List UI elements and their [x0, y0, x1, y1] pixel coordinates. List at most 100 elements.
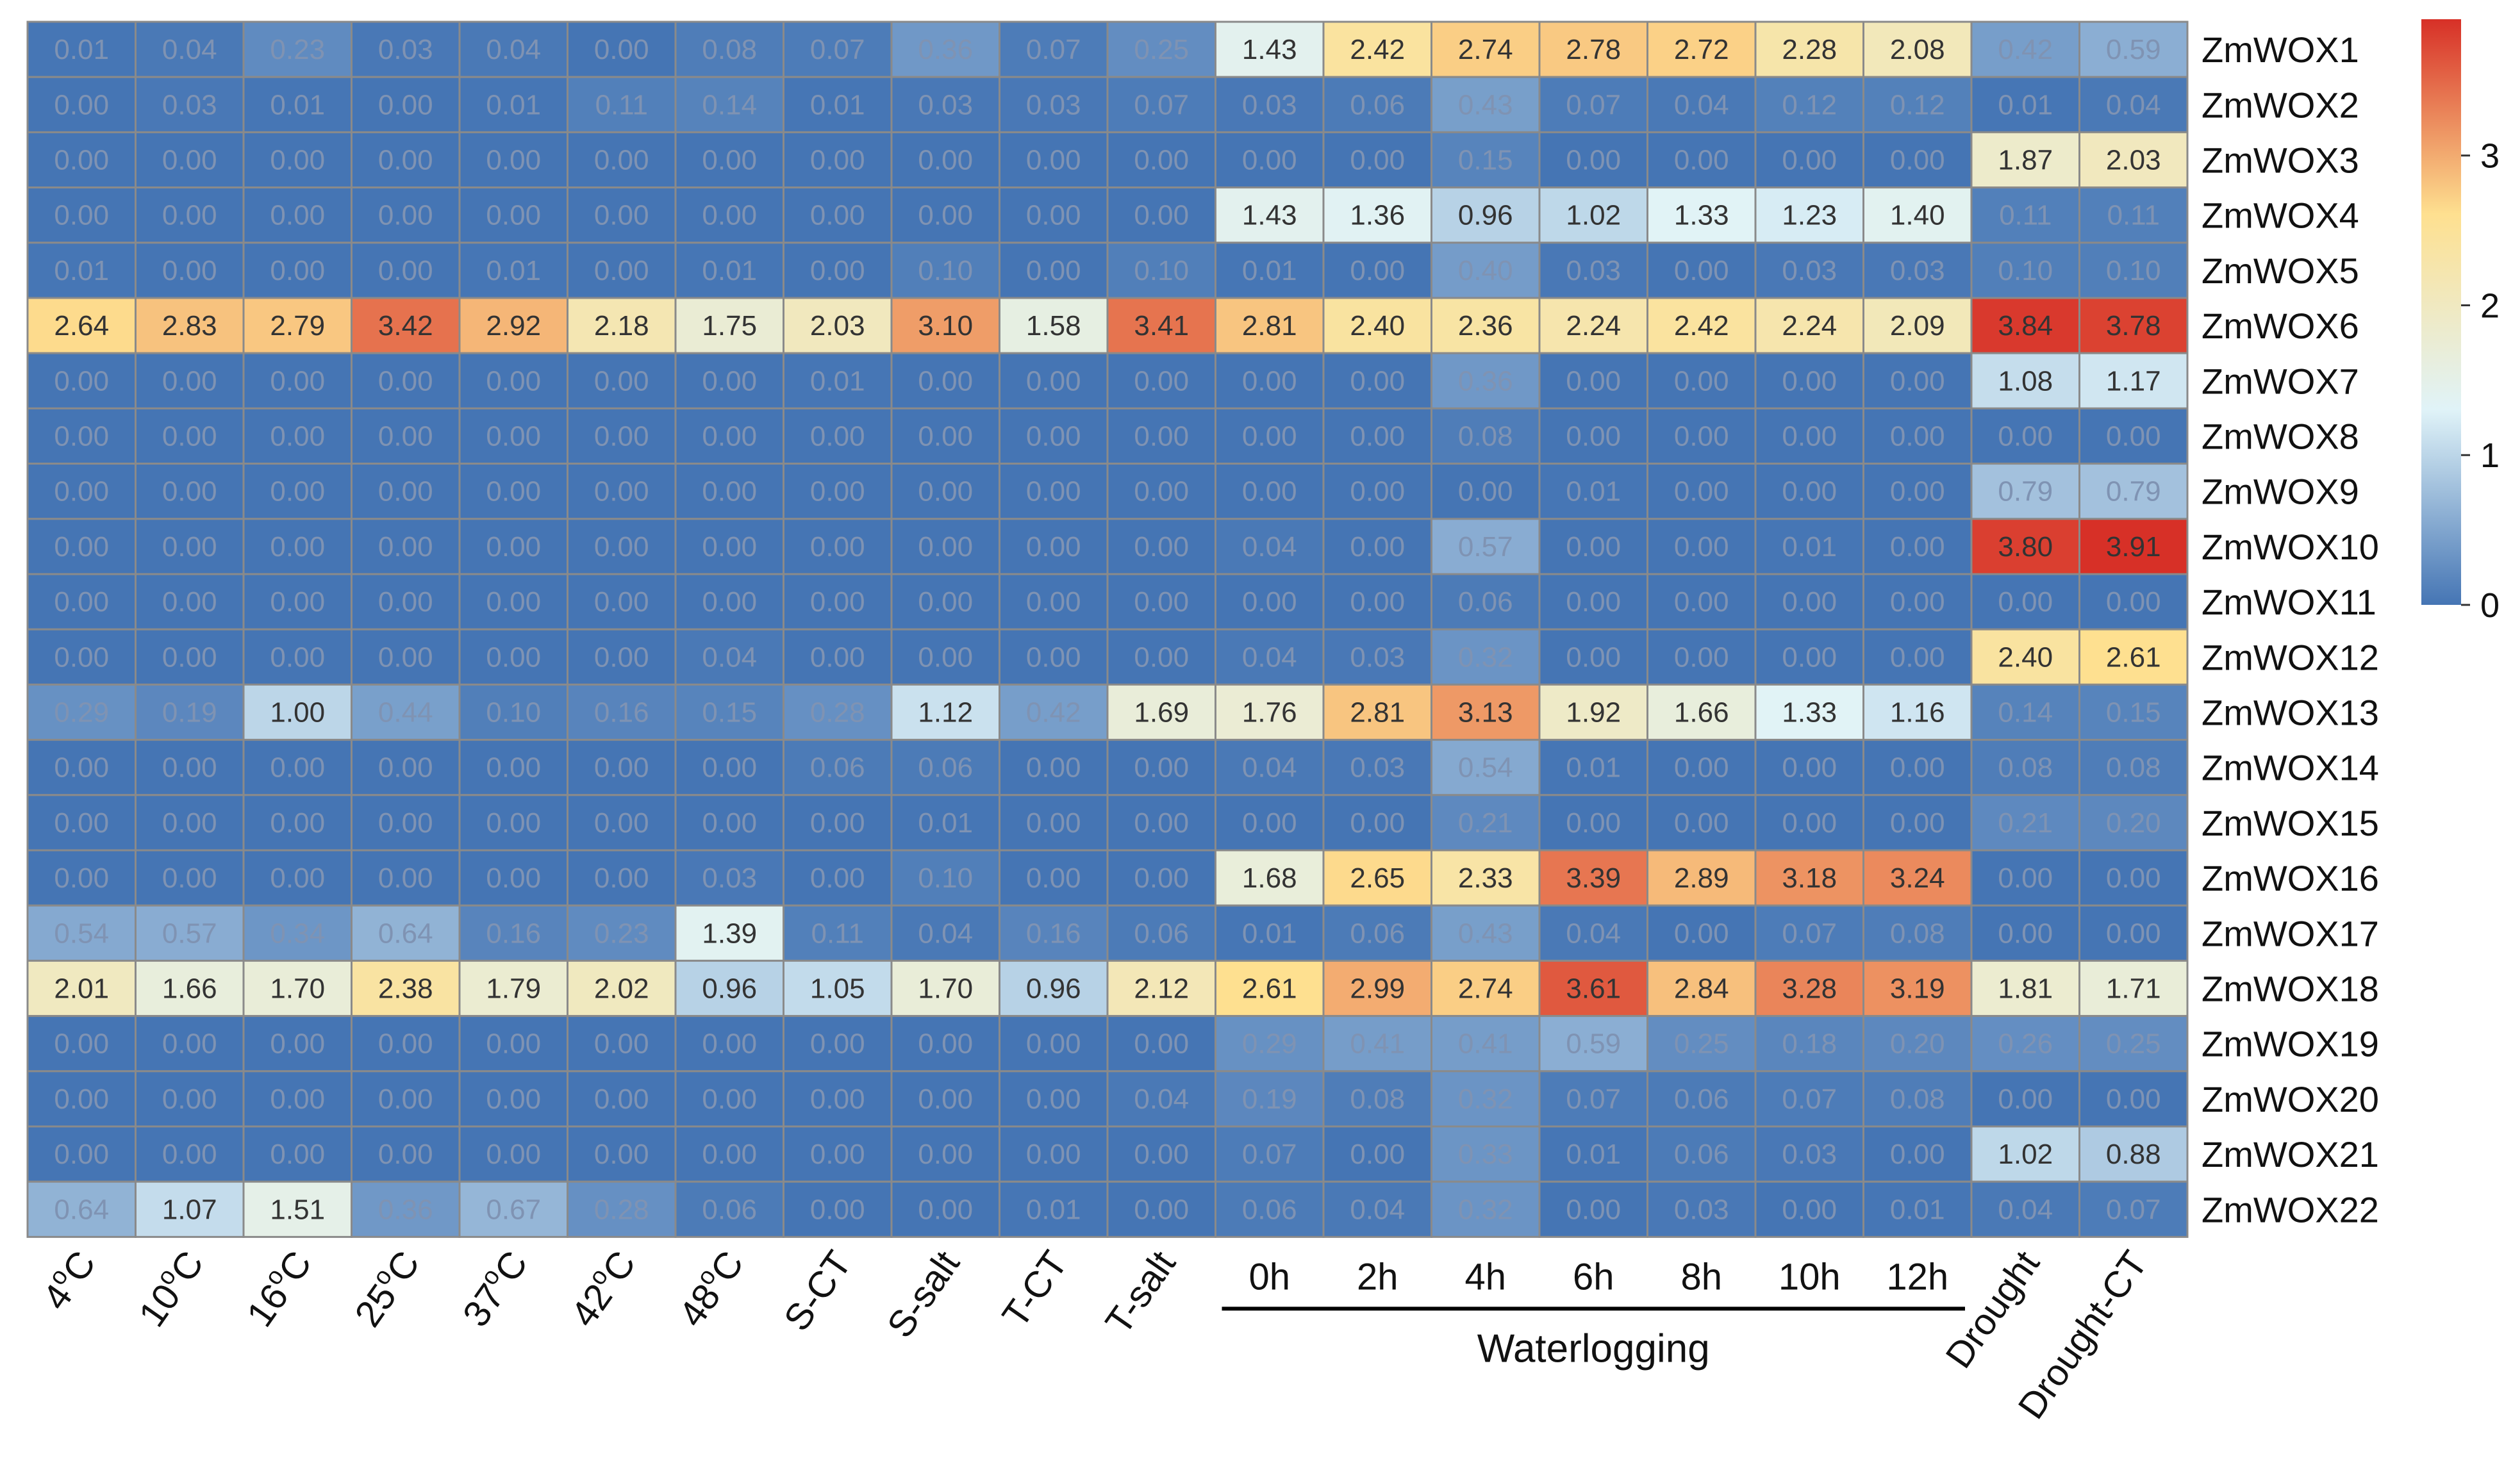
heatmap-cell [1754, 76, 1864, 133]
heatmap-cell [1215, 1070, 1325, 1128]
heatmap-cell-value: 3.42 [378, 310, 433, 342]
heatmap-cell [1970, 242, 2080, 299]
heatmap-cell [1970, 573, 2080, 631]
heatmap-cell-value: 0.00 [1026, 531, 1081, 563]
row-label: ZmWOX12 [2202, 637, 2379, 677]
heatmap-cell-value: 0.11 [595, 89, 648, 120]
heatmap-cell [1215, 186, 1325, 244]
heatmap-cell [242, 1015, 352, 1073]
heatmap-cell-value: 0.26 [1998, 1028, 2053, 1060]
heatmap-cell-value: 1.66 [1674, 697, 1729, 729]
column-label: 4oC [32, 1242, 104, 1317]
heatmap-cell-value: 0.00 [270, 807, 325, 839]
heatmap-cell-value: 0.00 [162, 586, 217, 618]
heatmap-cell-value: 0.00 [1566, 365, 1621, 397]
heatmap-cell-value: 0.00 [1134, 641, 1189, 673]
heatmap-cell-value: 0.00 [378, 89, 433, 120]
heatmap-cell-value: 0.00 [594, 641, 649, 673]
column-label: S-CT [776, 1244, 860, 1339]
row-label: ZmWOX13 [2202, 693, 2379, 733]
heatmap-cell-value: 0.00 [486, 586, 541, 618]
heatmap-cell [890, 186, 1000, 244]
heatmap-cell-value: 0.00 [486, 862, 541, 894]
heatmap-cell [567, 131, 677, 189]
heatmap-cell [1646, 959, 1757, 1018]
heatmap-cell-value: 0.00 [1026, 1028, 1081, 1060]
heatmap-cell-value: 0.00 [1782, 421, 1837, 452]
heatmap-cell [1431, 628, 1541, 686]
heatmap-cell-value: 0.00 [162, 145, 217, 176]
heatmap-cell-value: 0.32 [1458, 641, 1513, 673]
heatmap-cell-value: 0.00 [378, 476, 433, 507]
heatmap-cell-value: 0.00 [1350, 365, 1405, 397]
heatmap-cell-value: 0.00 [918, 641, 973, 673]
heatmap-cell-value: 0.79 [1998, 476, 2053, 507]
heatmap-cell-value: 0.01 [486, 89, 541, 120]
heatmap-cell-value: 0.06 [702, 1194, 757, 1225]
heatmap-cell [1431, 1070, 1541, 1128]
heatmap-cell-value: 0.00 [1242, 476, 1297, 507]
heatmap-cell [1970, 21, 2080, 78]
heatmap-cell-value: 0.00 [1026, 255, 1081, 286]
heatmap-cell-value: 0.00 [810, 1139, 865, 1170]
heatmap-cell [2078, 1070, 2189, 1128]
heatmap-cell-value: 0.00 [1890, 807, 1945, 839]
heatmap-cell-value: 0.00 [1350, 421, 1405, 452]
heatmap-cell-value: 0.00 [1998, 1084, 2053, 1115]
heatmap-cell-value: 0.00 [1566, 1194, 1621, 1225]
heatmap-cell [1646, 1125, 1757, 1183]
heatmap-cell-value: 0.25 [2106, 1028, 2161, 1060]
heatmap-cell-value: 0.21 [1458, 807, 1513, 839]
heatmap-cell [783, 21, 893, 78]
heatmap-cell-value: 0.00 [1350, 145, 1405, 176]
heatmap-cell-value: 0.00 [1674, 255, 1729, 286]
heatmap-cell-value: 0.00 [162, 807, 217, 839]
heatmap-cell-value: 0.00 [810, 200, 865, 231]
heatmap-cell [26, 21, 137, 78]
heatmap-cell-value: 0.10 [1134, 255, 1189, 286]
waterlogging-group-label: Waterlogging [1477, 1326, 1710, 1371]
heatmap-cell-value: 0.00 [270, 476, 325, 507]
heatmap-cell-value: 0.06 [1458, 586, 1513, 618]
heatmap-cell-value: 2.78 [1566, 34, 1621, 65]
heatmap-cell-value: 0.00 [1350, 531, 1405, 563]
heatmap-cell-value: 0.10 [918, 255, 973, 286]
heatmap-cell-value: 0.00 [594, 807, 649, 839]
column-label: 6h [1573, 1256, 1614, 1298]
heatmap-cell [567, 352, 677, 409]
heatmap-cell [890, 1070, 1000, 1128]
heatmap-cell-value: 0.00 [270, 1139, 325, 1170]
heatmap-cell [1215, 21, 1325, 78]
heatmap-cell-value: 0.44 [378, 697, 433, 729]
heatmap-cell [783, 352, 893, 409]
heatmap-cell [1862, 1125, 1973, 1183]
heatmap-cell [26, 186, 137, 244]
heatmap-cell [26, 352, 137, 409]
heatmap-cell [890, 739, 1000, 796]
heatmap-cell [135, 463, 245, 520]
heatmap-cell-value: 0.01 [1890, 1194, 1945, 1225]
heatmap-cell-value: 0.00 [702, 1139, 757, 1170]
heatmap-cell-value: 0.00 [2106, 918, 2161, 949]
heatmap-cell-value: 0.00 [810, 255, 865, 286]
heatmap-cell [1215, 849, 1325, 907]
heatmap-cell-value: 0.06 [810, 752, 865, 784]
heatmap-cell [458, 849, 568, 907]
heatmap-cell-value: 0.64 [54, 1194, 109, 1225]
heatmap-cell-value: 0.28 [810, 697, 865, 729]
heatmap-cell-value: 0.00 [1890, 586, 1945, 618]
heatmap-cell-value: 0.00 [270, 752, 325, 784]
heatmap-cell-value: 0.36 [1458, 365, 1513, 397]
heatmap-cell-value: 0.00 [702, 476, 757, 507]
heatmap-cell-value: 0.00 [378, 255, 433, 286]
heatmap-cell-value: 0.00 [1890, 752, 1945, 784]
row-label: ZmWOX10 [2202, 527, 2379, 567]
heatmap-cell [351, 959, 461, 1018]
heatmap-cell [674, 297, 784, 354]
heatmap-cell [1646, 297, 1757, 354]
heatmap-cell-value: 0.07 [2106, 1194, 2161, 1225]
heatmap-cell [1106, 131, 1216, 189]
heatmap-cell-value: 0.07 [1782, 918, 1837, 949]
heatmap-cell-value: 2.40 [1998, 641, 2053, 673]
heatmap-cell [1431, 959, 1541, 1018]
